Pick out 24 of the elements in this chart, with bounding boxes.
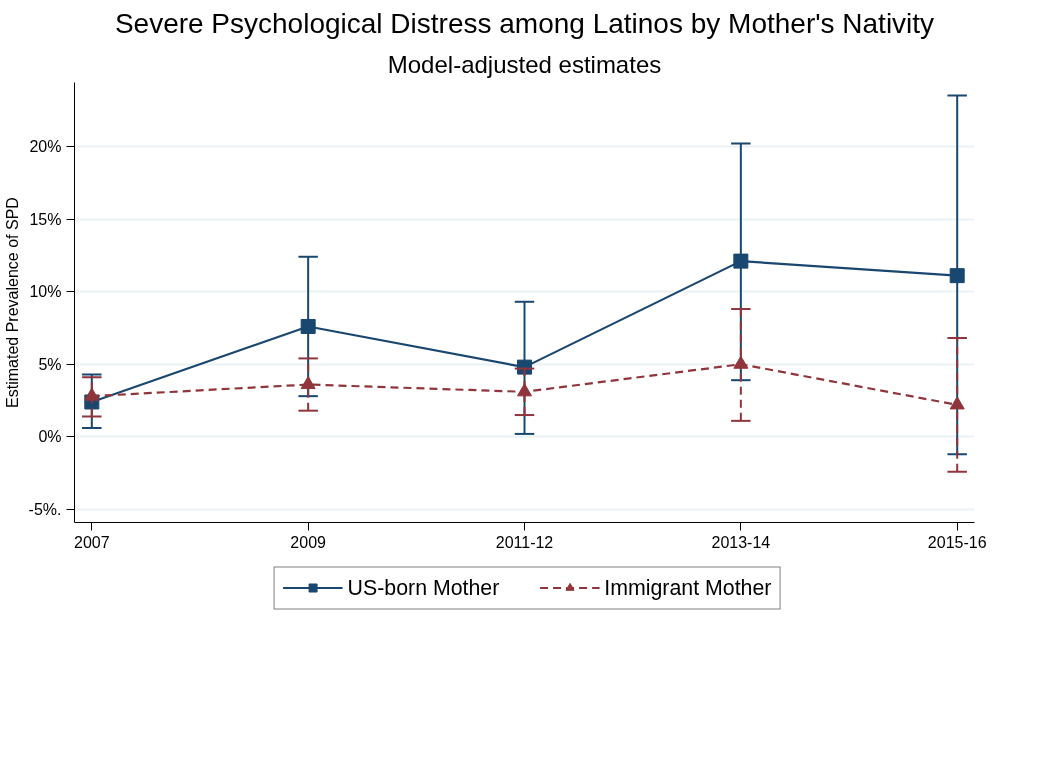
x-tick-label: 2011-12 — [495, 533, 554, 551]
y-tick-label: 0% — [38, 428, 62, 446]
point — [84, 387, 100, 401]
y-axis-title: Estimated Prevalence of SPD — [3, 197, 21, 408]
y-tick-label: 10% — [29, 283, 62, 301]
x-tick-label: 2009 — [290, 533, 327, 551]
point — [517, 383, 532, 397]
legend-label: US-born Mother — [347, 575, 500, 600]
y-tick-label: -5%. — [28, 500, 62, 518]
point — [949, 396, 965, 410]
point — [733, 253, 749, 269]
x-tick-label: 2013-14 — [711, 533, 771, 551]
point — [300, 318, 316, 334]
point — [300, 375, 316, 390]
point — [733, 355, 749, 369]
point — [949, 268, 965, 284]
x-tick-label: 2007 — [74, 533, 110, 551]
chart-subtitle: Model-adjusted estimates — [387, 50, 662, 78]
chart-title: Severe Psychological Distress among Latinos by Mother's Nativity — [114, 7, 935, 39]
legend-label: Immigrant Mother — [604, 575, 772, 600]
y-tick-label: 15% — [29, 210, 62, 228]
x-tick-label: 2015-16 — [927, 533, 987, 551]
y-tick-label: 20% — [29, 137, 62, 155]
y-tick-label: 5% — [38, 355, 62, 373]
